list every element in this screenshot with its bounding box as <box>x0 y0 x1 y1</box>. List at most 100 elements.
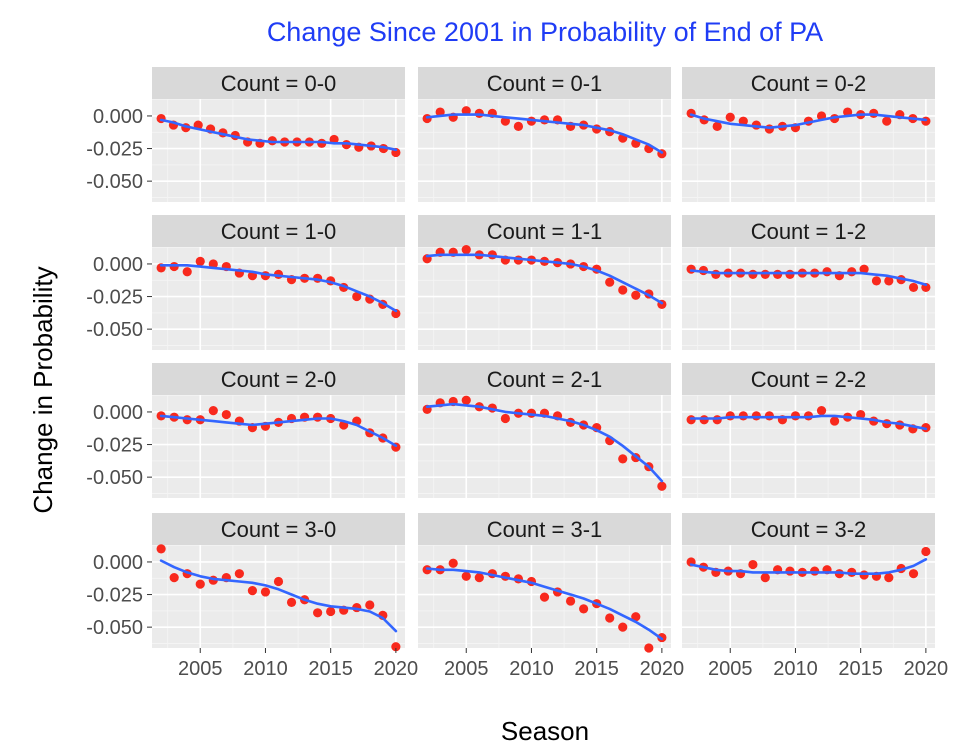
data-point <box>657 481 667 491</box>
data-point <box>871 276 882 286</box>
facet-strip <box>152 67 405 99</box>
facet-strip <box>418 363 671 395</box>
facet-panel: Count = 0-2 <box>682 67 935 202</box>
data-point <box>631 612 641 622</box>
data-point <box>686 264 696 274</box>
facet-strip <box>418 215 671 247</box>
facet-strip <box>152 513 405 545</box>
facet-strip-label: Count = 2-1 <box>487 367 603 392</box>
y-tick-label: -0.050 <box>86 467 143 489</box>
data-point <box>712 121 722 131</box>
data-point <box>843 107 853 117</box>
panel-background <box>152 99 405 202</box>
data-point <box>461 245 471 255</box>
smooth-trend-line <box>159 118 398 152</box>
data-point <box>605 277 615 287</box>
smooth-trend-line <box>425 402 664 483</box>
data-point <box>156 544 166 554</box>
data-point <box>829 416 840 426</box>
data-point <box>618 285 628 295</box>
data-point <box>725 112 735 122</box>
data-point <box>764 411 774 421</box>
data-point <box>273 576 284 587</box>
data-point <box>785 566 795 576</box>
facet-strip <box>152 363 405 395</box>
data-point <box>195 579 205 589</box>
y-tick-label: -0.050 <box>86 171 143 193</box>
facet-panel: Count = 1-2 <box>682 215 935 350</box>
facet-panel: Count = 0-1 <box>418 67 671 202</box>
facet-strip <box>682 363 935 395</box>
y-tick-label: -0.025 <box>86 287 143 309</box>
data-point <box>195 256 205 266</box>
facet-strip-label: Count = 3-0 <box>221 517 337 542</box>
x-tick-label: 2010 <box>243 658 288 680</box>
data-point <box>859 264 869 274</box>
panel-background <box>682 545 935 648</box>
data-point <box>882 116 892 126</box>
data-point <box>725 411 735 421</box>
data-point <box>391 308 401 319</box>
facet-strip <box>152 215 405 247</box>
data-point <box>513 121 524 131</box>
smooth-trend-line <box>425 113 664 154</box>
x-tick-label: 2005 <box>444 658 489 680</box>
data-point <box>644 643 654 653</box>
data-point <box>921 546 931 557</box>
facet-panels: Count = 0-0 0.000 -0.025 -0.050 Count = 0-1 C… <box>86 67 948 680</box>
facet-strip <box>418 67 671 99</box>
facet-strip-label: Count = 1-0 <box>221 219 337 244</box>
data-point <box>539 592 550 602</box>
y-tick-label: 0.000 <box>93 254 143 276</box>
y-tick-label: -0.050 <box>86 319 143 341</box>
y-tick-label: 0.000 <box>93 106 143 128</box>
x-tick-label: 2010 <box>773 658 818 680</box>
data-point <box>884 276 894 286</box>
x-tick-label: 2020 <box>374 658 419 680</box>
smooth-trend-line <box>689 113 928 129</box>
facet-strip-label: Count = 1-1 <box>487 219 603 244</box>
data-point <box>605 613 615 623</box>
data-point <box>326 606 336 617</box>
data-point <box>182 267 192 277</box>
smooth-trend-line <box>159 263 398 313</box>
facet-strip <box>682 215 935 247</box>
smooth-trend-line <box>425 567 664 641</box>
data-point <box>208 406 218 416</box>
facet-strip-label: Count = 2-0 <box>221 367 337 392</box>
data-point <box>847 267 857 277</box>
facet-strip <box>418 513 671 545</box>
data-point <box>435 107 445 117</box>
facet-strip-label: Count = 1-2 <box>751 219 867 244</box>
data-point <box>618 622 628 632</box>
x-tick-label: 2020 <box>904 658 949 680</box>
data-point <box>329 134 339 145</box>
data-point <box>474 572 484 583</box>
data-point <box>352 291 362 302</box>
data-point <box>738 411 748 421</box>
data-point <box>286 597 297 607</box>
data-point <box>221 409 231 420</box>
data-point <box>618 454 628 464</box>
facet-strip-label: Count = 0-0 <box>221 71 337 96</box>
data-point <box>234 569 244 579</box>
smooth-trend-line <box>689 269 928 287</box>
data-point <box>884 572 894 583</box>
smooth-trend-line <box>689 557 928 576</box>
y-tick-label: 0.000 <box>93 402 143 424</box>
data-point <box>208 259 218 269</box>
facet-panel: Count = 1-0 0.000 -0.025 -0.050 <box>86 215 405 350</box>
data-point <box>391 642 401 652</box>
facet-strip <box>682 67 935 99</box>
y-axis-title: Change in Probability <box>28 266 58 513</box>
data-point <box>748 559 758 570</box>
smooth-trend-line <box>159 414 398 448</box>
data-point <box>565 596 576 606</box>
x-tick-label: 2005 <box>708 658 753 680</box>
facet-panel: Count = 1-1 <box>418 215 671 350</box>
x-tick-label: 2015 <box>574 658 619 680</box>
facet-strip <box>682 513 935 545</box>
data-point <box>816 406 827 416</box>
data-point <box>448 558 458 568</box>
